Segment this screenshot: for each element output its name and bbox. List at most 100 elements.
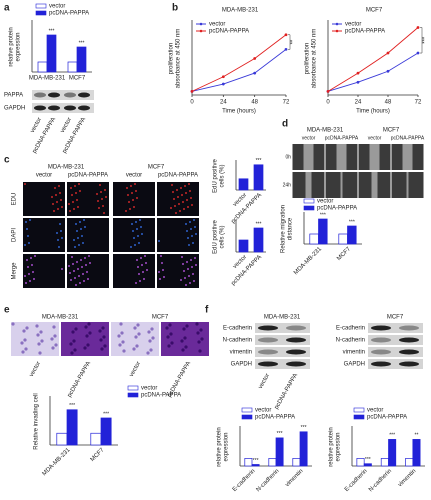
cell-dot	[121, 340, 125, 344]
y-axis-label: relative protein	[217, 427, 223, 466]
cell-dot	[143, 278, 145, 280]
bar	[66, 409, 78, 446]
point	[326, 89, 330, 93]
legend-swatch	[127, 385, 139, 391]
cell-dot	[78, 183, 80, 185]
cell-dot	[187, 237, 189, 239]
cell-dot	[120, 331, 124, 335]
cell-dot	[102, 205, 104, 207]
cell-dot	[151, 336, 155, 340]
y-axis-label: absorbance at 450 nm	[312, 29, 318, 89]
cell-dot	[72, 201, 74, 203]
cell-dot	[158, 271, 160, 273]
cell-dot	[85, 334, 89, 338]
cell-dot	[79, 221, 81, 223]
lane-label: vector	[36, 173, 52, 179]
micrograph	[157, 218, 199, 252]
cell-dot	[35, 324, 39, 328]
lane-label: vector	[368, 135, 382, 141]
cell-dot	[170, 341, 174, 345]
x-tick-label: 24	[355, 100, 362, 106]
cell-dot	[61, 268, 63, 270]
cell-dot	[86, 343, 90, 347]
blot-row-label: E-cadherin	[336, 326, 365, 332]
micrograph	[113, 218, 155, 252]
cell-dot	[172, 191, 174, 193]
cell-dot	[98, 329, 102, 333]
cell-dot	[24, 183, 26, 185]
cell-dot	[29, 219, 31, 221]
y-axis-label: EdU positive	[213, 219, 219, 253]
cell-dot	[149, 348, 153, 352]
cell-dot	[33, 278, 35, 280]
panel-letter: d	[282, 119, 288, 130]
cell-dot	[158, 240, 160, 242]
cell-dot	[74, 185, 76, 187]
legend-swatch	[303, 205, 315, 211]
bar	[268, 458, 277, 467]
cell-dot	[104, 189, 106, 191]
chart-title: MDA-MB-231	[222, 8, 259, 14]
cell-dot	[188, 183, 190, 185]
bar	[100, 417, 112, 446]
cell-dot	[79, 190, 81, 192]
x-tick-label: MCF7	[90, 447, 106, 463]
point	[284, 33, 288, 37]
blot-strip	[368, 323, 423, 333]
blot-band	[399, 349, 419, 355]
cell-dot	[187, 206, 189, 208]
cell-dot	[133, 326, 137, 330]
legend-label: vector	[345, 22, 361, 28]
cell-dot	[185, 192, 187, 194]
cell-dot	[83, 280, 85, 282]
cell-dot	[181, 256, 183, 258]
point	[416, 26, 420, 29]
cell-dot	[128, 201, 130, 203]
cell-dot	[137, 332, 141, 336]
cell-dot	[87, 278, 89, 280]
blot-row-label: vimentin	[343, 350, 365, 356]
cell-dot	[71, 330, 75, 334]
legend-label: vector	[317, 199, 333, 205]
cell-dot	[61, 237, 63, 239]
point	[190, 89, 194, 93]
line	[327, 52, 419, 92]
cell-dot	[142, 271, 144, 273]
legend-swatch	[199, 29, 203, 33]
cell-dot	[133, 237, 135, 239]
cell-dot	[24, 275, 26, 277]
row-label: Merge	[12, 262, 18, 280]
point	[356, 80, 360, 84]
cell-dot	[81, 266, 83, 268]
cell-dot	[193, 219, 195, 221]
cell-dot	[30, 257, 32, 259]
cell-dot	[173, 198, 175, 200]
legend-label: vector	[255, 408, 271, 414]
cell-dot	[20, 341, 24, 345]
cell-dot	[56, 201, 58, 203]
wound-gap	[340, 172, 343, 198]
y-axis-label: Relative invading cell	[34, 393, 40, 449]
bar	[76, 46, 87, 73]
lane-label: pcDNA-PAPPA	[158, 173, 198, 179]
cell-dot	[28, 273, 30, 275]
blot-band	[78, 105, 90, 111]
cell-dot	[179, 210, 181, 212]
cell-dot	[145, 262, 147, 264]
significance: ***	[256, 158, 262, 164]
wound-gap	[303, 144, 314, 170]
bar	[46, 34, 57, 73]
cell-dot	[59, 223, 61, 225]
cell-dot	[76, 230, 78, 232]
point	[386, 51, 390, 55]
cell-dot	[50, 337, 54, 341]
cell-dot	[100, 347, 104, 351]
cell-dot	[89, 262, 91, 264]
cell-dot	[40, 339, 44, 343]
legend-label: vector	[49, 4, 65, 10]
cell-dot	[198, 349, 202, 353]
cell-dot	[138, 242, 140, 244]
cell-dot	[185, 284, 187, 286]
point	[221, 82, 225, 86]
cell-dot	[185, 324, 189, 328]
